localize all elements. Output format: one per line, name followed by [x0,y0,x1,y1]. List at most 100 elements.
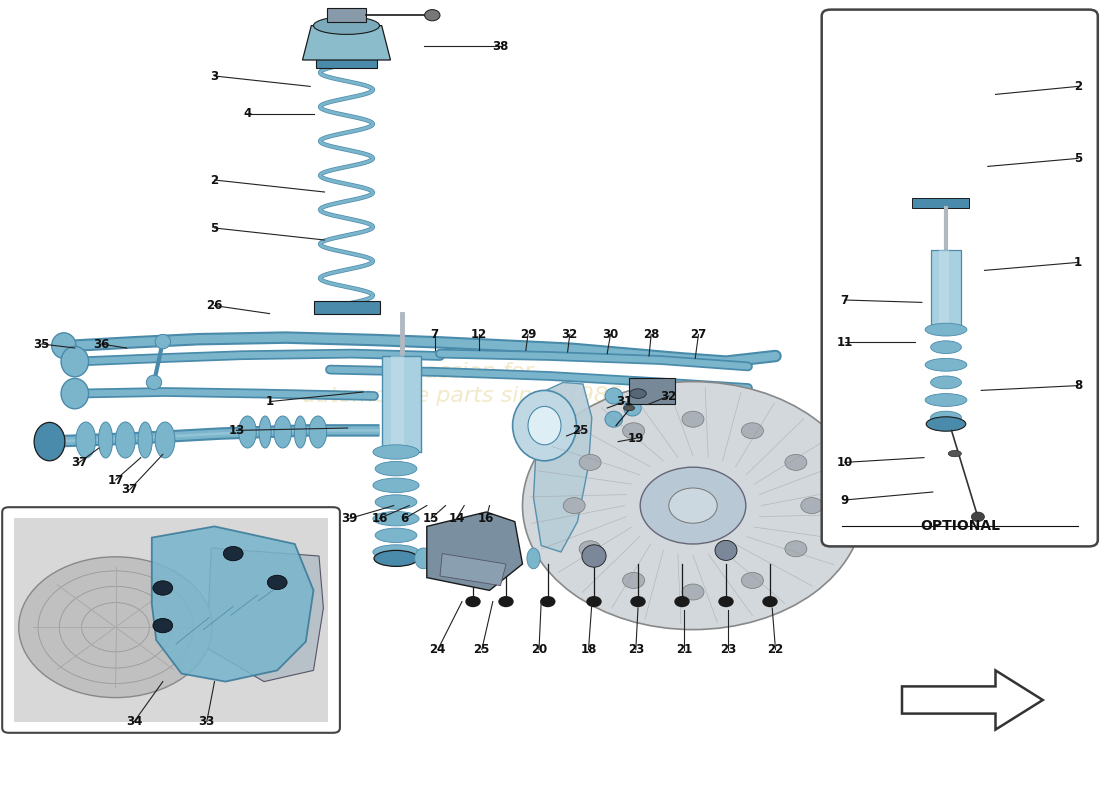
Ellipse shape [925,358,967,371]
Text: 11: 11 [837,336,852,349]
Circle shape [682,584,704,600]
Text: 17: 17 [108,474,123,486]
Circle shape [669,488,717,523]
Ellipse shape [146,375,162,390]
Circle shape [563,498,585,514]
Ellipse shape [116,422,135,458]
Circle shape [741,573,763,589]
Ellipse shape [62,346,89,377]
Text: 1: 1 [265,395,274,408]
Text: 6: 6 [400,512,409,525]
Circle shape [579,541,601,557]
Circle shape [785,541,807,557]
Text: 7: 7 [840,294,849,306]
Ellipse shape [605,388,623,404]
Ellipse shape [931,376,961,389]
Text: 30: 30 [603,328,618,341]
Text: 37: 37 [72,456,87,469]
Text: 27: 27 [691,328,706,341]
Text: 3: 3 [210,70,219,82]
Ellipse shape [925,323,967,336]
Text: 33: 33 [199,715,214,728]
Circle shape [971,512,984,522]
Bar [314,301,380,314]
Text: 10: 10 [837,456,852,469]
Ellipse shape [926,417,966,431]
Text: 16: 16 [478,512,494,525]
Text: 20: 20 [531,643,547,656]
Text: 32: 32 [661,390,676,402]
Circle shape [267,575,287,590]
Circle shape [498,596,514,607]
Ellipse shape [373,545,419,559]
Text: 7: 7 [430,328,439,341]
Ellipse shape [239,416,256,448]
Ellipse shape [459,548,476,569]
Circle shape [718,596,734,607]
Text: 25: 25 [474,643,490,656]
Text: 12: 12 [471,328,486,341]
Ellipse shape [34,422,65,461]
Ellipse shape [503,548,520,569]
Text: 16: 16 [372,512,387,525]
Text: 13: 13 [229,424,244,437]
Ellipse shape [931,341,961,354]
Ellipse shape [925,394,967,406]
Ellipse shape [373,445,419,459]
Text: 5: 5 [210,222,219,234]
Text: 31: 31 [617,395,632,408]
Circle shape [522,382,864,630]
Text: 9: 9 [840,494,849,506]
Text: 22: 22 [768,643,783,656]
Text: 2: 2 [210,174,219,186]
Ellipse shape [513,390,576,461]
Bar [316,58,377,68]
Ellipse shape [375,528,417,542]
FancyBboxPatch shape [2,507,340,733]
Text: 4: 4 [243,107,252,120]
Ellipse shape [99,422,113,458]
Ellipse shape [374,550,418,566]
Circle shape [785,454,807,470]
Polygon shape [534,382,592,552]
Ellipse shape [624,405,635,411]
Ellipse shape [373,478,419,493]
Text: 25: 25 [573,424,588,437]
Text: 28: 28 [644,328,659,341]
Circle shape [153,618,173,633]
Ellipse shape [295,416,306,448]
Ellipse shape [528,406,561,445]
Text: 32: 32 [562,328,578,341]
Ellipse shape [139,422,152,458]
Ellipse shape [483,548,496,569]
Text: 18: 18 [581,643,596,656]
Bar [912,198,969,208]
Circle shape [153,581,173,595]
Ellipse shape [624,400,641,416]
Text: 26: 26 [207,299,222,312]
Bar [327,8,366,22]
Circle shape [801,498,823,514]
Text: 34: 34 [126,715,142,728]
Circle shape [623,422,645,438]
Ellipse shape [415,548,432,569]
Ellipse shape [527,548,540,569]
Bar [390,356,404,452]
Polygon shape [440,554,506,586]
Ellipse shape [62,378,89,409]
Text: 21: 21 [676,643,692,656]
FancyBboxPatch shape [822,10,1098,546]
Ellipse shape [375,494,417,509]
Text: 24: 24 [430,643,446,656]
Polygon shape [207,548,323,682]
Ellipse shape [314,17,380,34]
Circle shape [630,596,646,607]
Text: 23: 23 [628,643,643,656]
Ellipse shape [375,462,417,476]
Circle shape [674,596,690,607]
Circle shape [19,557,212,698]
Polygon shape [902,670,1043,730]
Circle shape [465,596,481,607]
Ellipse shape [582,545,606,567]
Text: 8: 8 [1074,379,1082,392]
